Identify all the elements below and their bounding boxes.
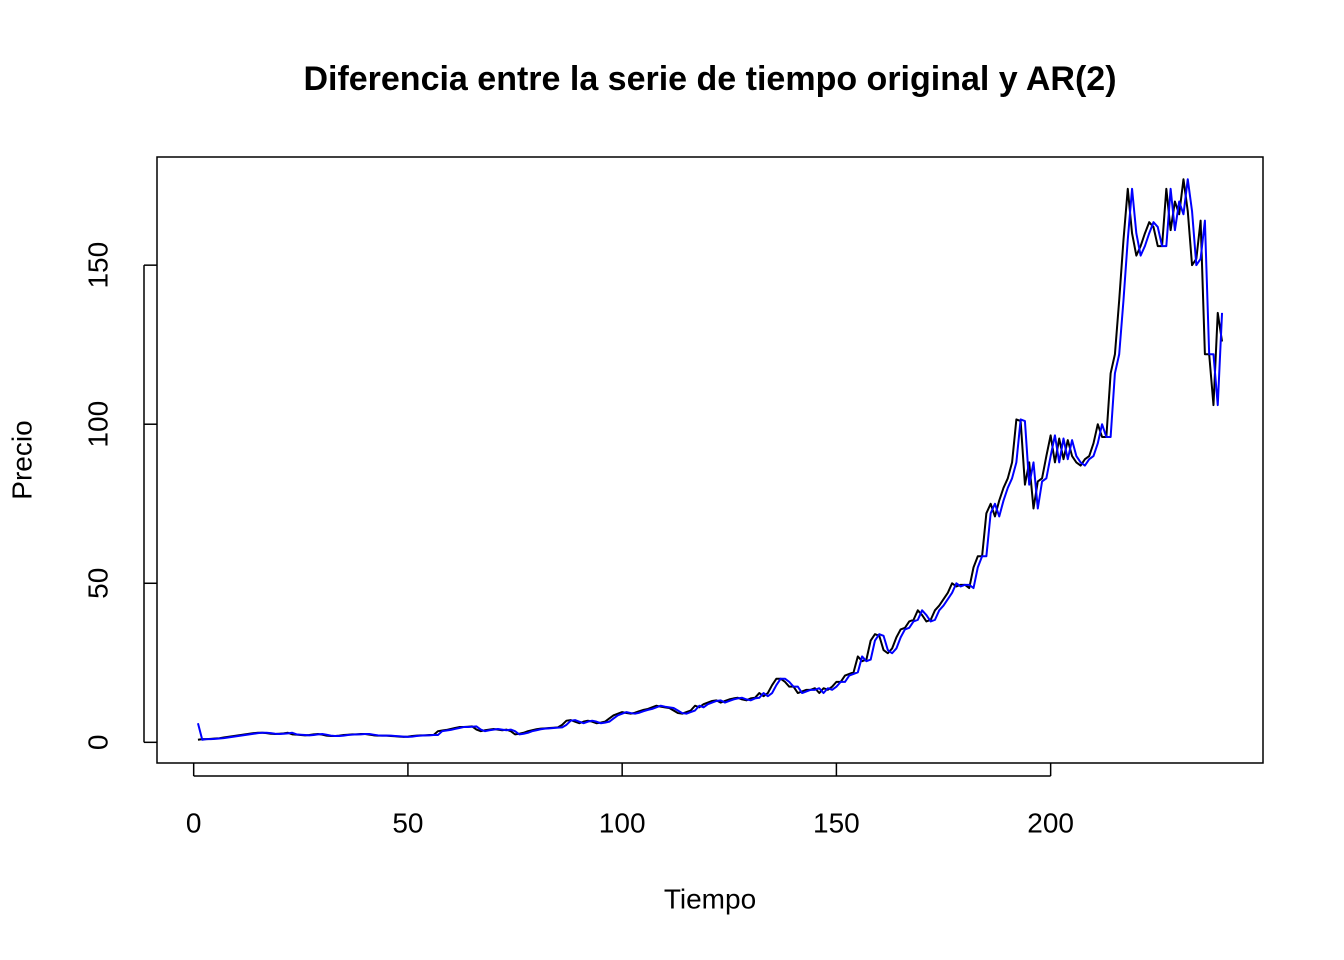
x-axis-label: Tiempo [664,883,756,914]
x-tick-label: 0 [186,807,202,838]
y-tick-label: 0 [82,735,113,751]
x-tick-label: 150 [813,807,860,838]
y-tick-label: 50 [82,568,113,599]
plot-box [156,156,1264,764]
y-tick-label: 100 [82,401,113,448]
y-tick-label: 150 [82,242,113,289]
y-axis-label: Precio [6,420,37,499]
chart-title: Diferencia entre la serie de tiempo orig… [303,60,1116,98]
x-tick-label: 100 [599,807,646,838]
x-tick-label: 200 [1027,807,1074,838]
x-tick-label: 50 [392,807,423,838]
series-line [196,178,1224,741]
